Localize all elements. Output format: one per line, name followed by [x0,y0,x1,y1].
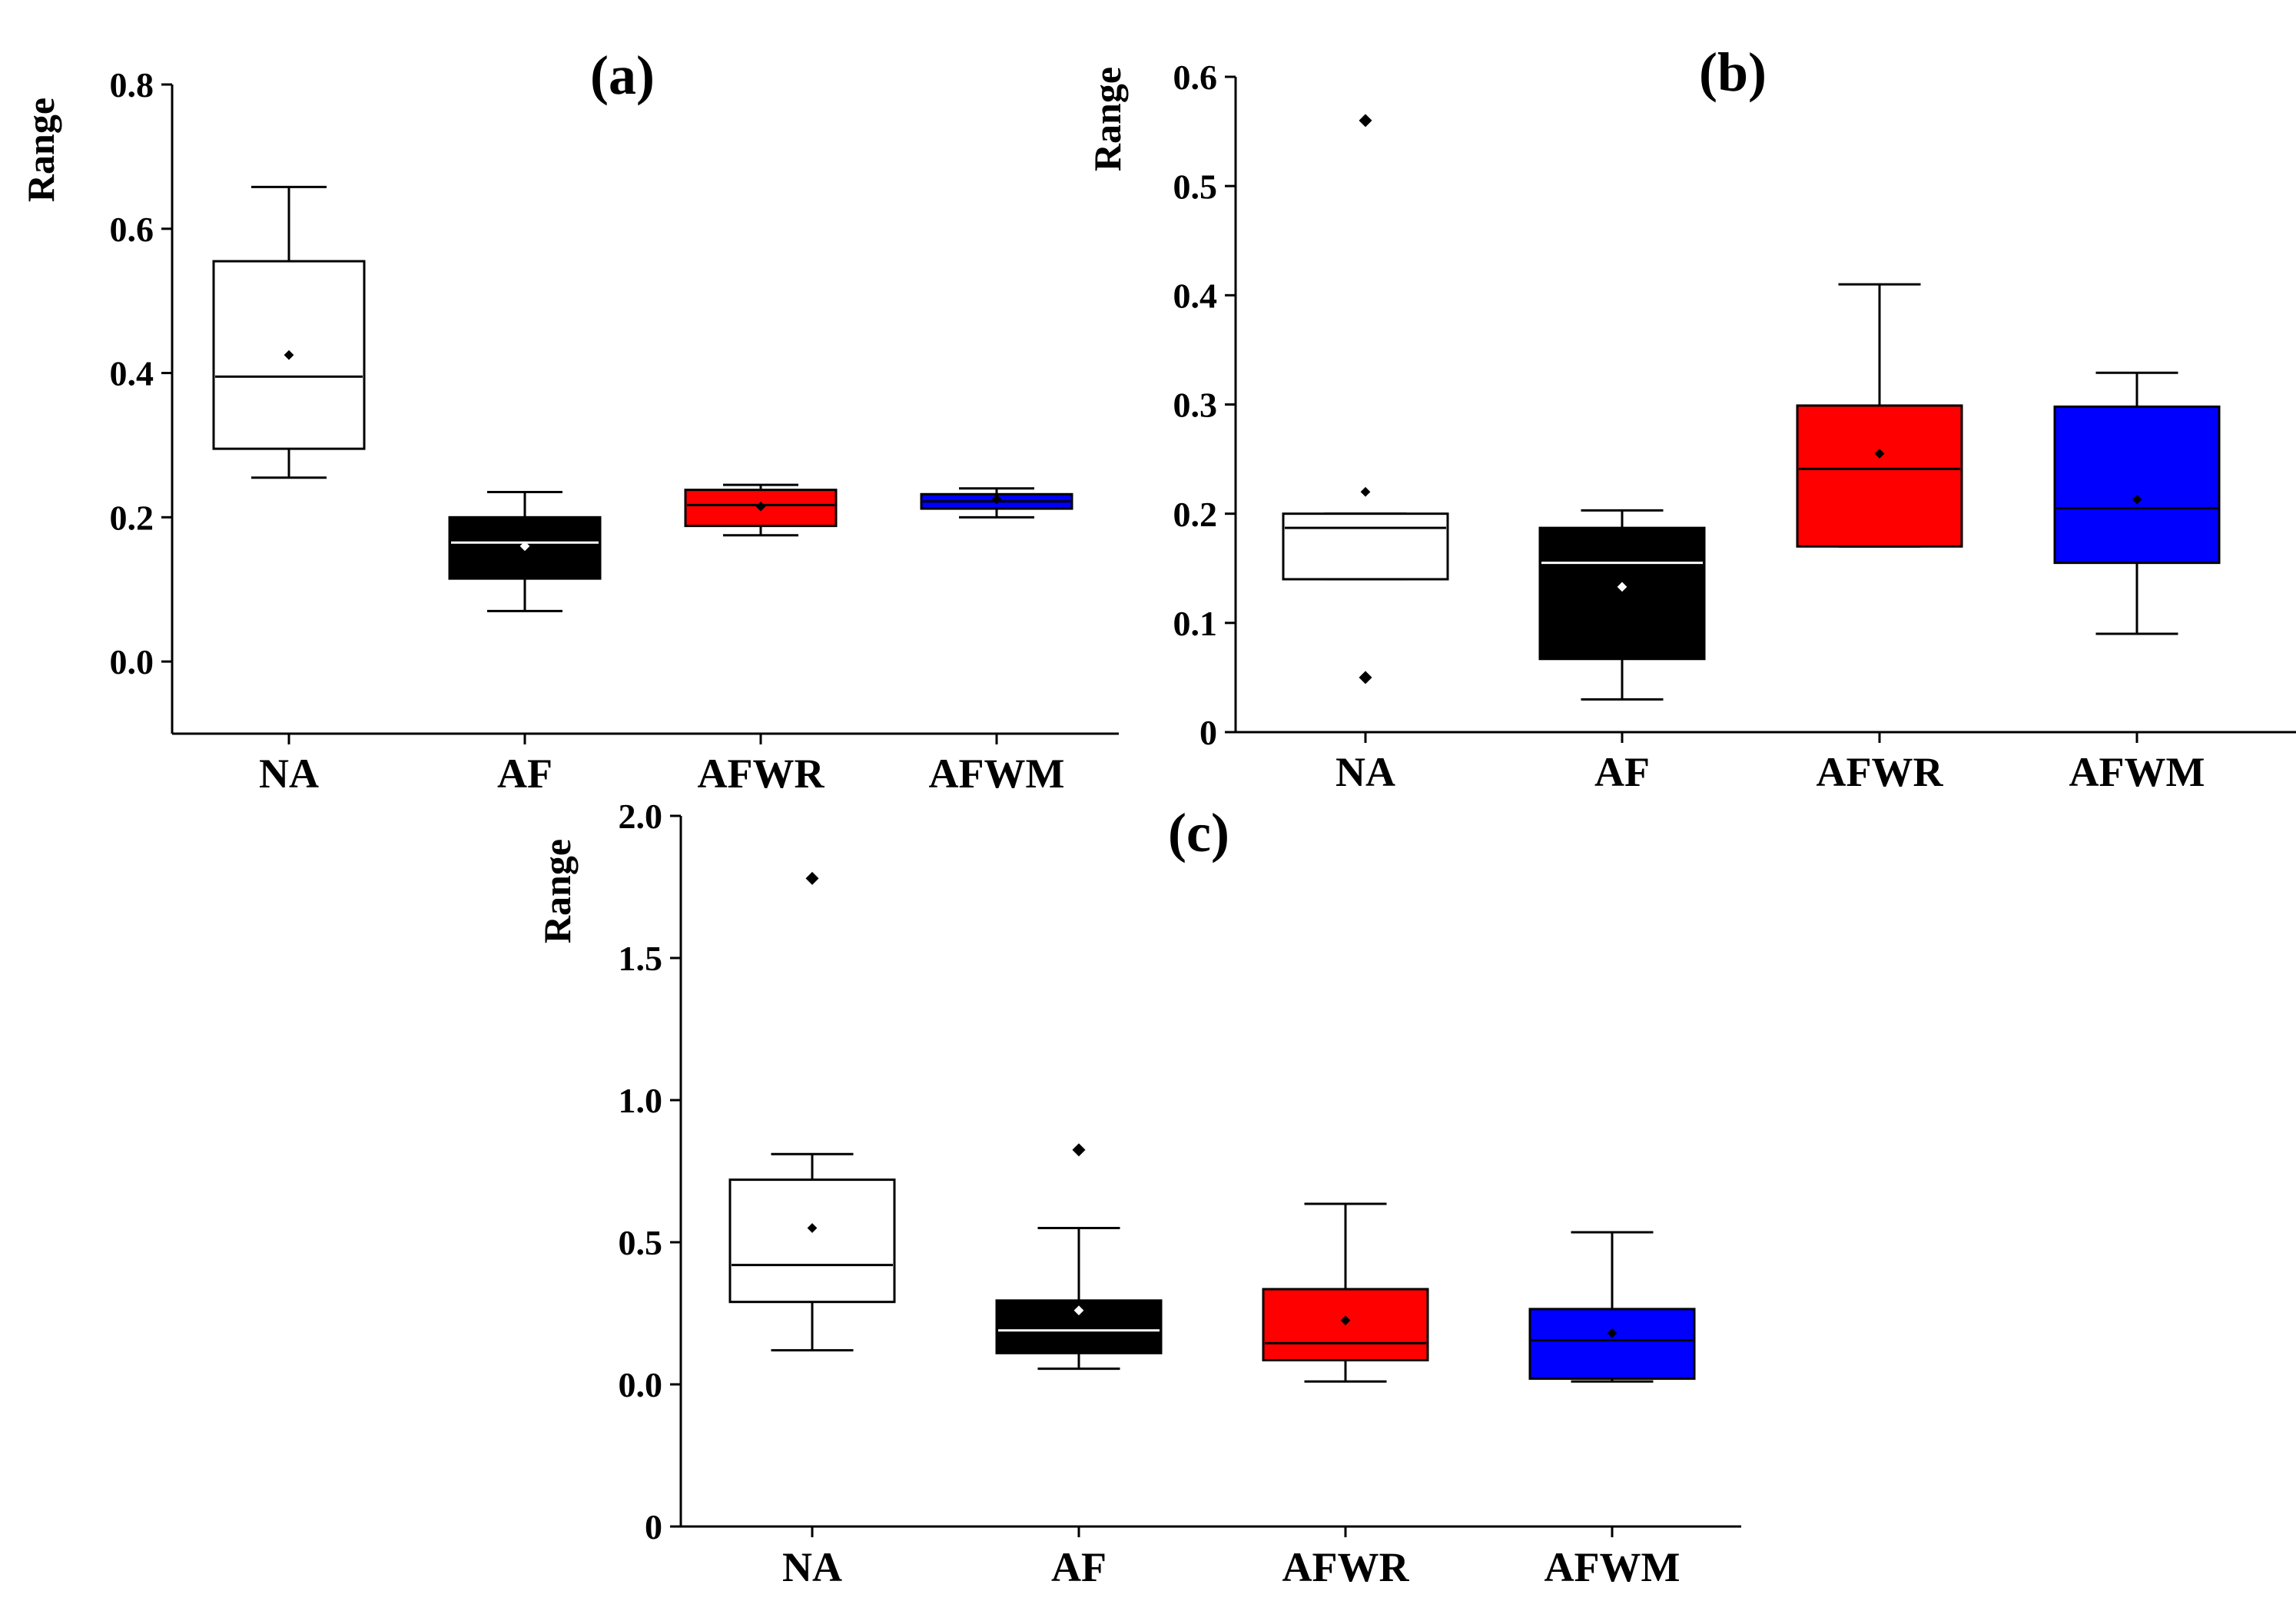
box-afwm [920,487,1073,519]
y-tick-label: 2.0 [619,797,663,836]
x-tick-label: NA [1335,749,1395,795]
box-body [2053,405,2221,565]
x-tick-label: AF [497,751,552,797]
mean-marker [1340,1315,1351,1326]
y-tick-label: 0.0 [110,642,154,681]
panel-title: (b) [1699,41,1767,103]
box-na [728,871,896,1352]
y-tick-label: 0.0 [619,1365,663,1404]
y-tick-label: 0.4 [1173,276,1218,315]
x-tick-label: AFWM [929,751,1065,797]
y-tick-label: 0.6 [110,210,154,249]
box-afwr [1262,1202,1429,1383]
outlier-marker [1072,1143,1086,1157]
y-tick-label: 0.4 [110,354,154,393]
y-tick-label: 0.5 [1173,167,1218,206]
mean-marker [1607,1328,1617,1338]
box-af [448,490,602,612]
box-af [1538,509,1706,701]
x-tick-label: AF [1051,1544,1107,1590]
box-afwm [2053,371,2221,635]
outlier-marker [1359,114,1372,128]
y-tick-label: 0.3 [1173,386,1218,425]
y-tick-label: 1.5 [619,939,663,978]
panel-title: (c) [1168,802,1229,864]
y-tick-label: 1.0 [619,1081,663,1120]
y-tick-label: 0.6 [1173,58,1218,97]
y-tick-label: 0 [1199,713,1217,752]
y-tick-label: 0.8 [110,65,154,104]
y-tick-label: 0.2 [110,498,154,537]
outlier-marker [805,871,819,885]
y-axis-label: Range [19,98,62,202]
box-body [1528,1308,1696,1381]
mean-marker [2132,494,2142,505]
box-body [1282,512,1449,581]
x-tick-label: NA [782,1544,842,1590]
mean-marker [1360,486,1371,497]
x-tick-label: NA [259,751,319,797]
panel-a: 0.0 0.2 0.4 0.6 0.8 NA AF AFWR AFWM (a) Range [19,45,1119,797]
box-na [212,185,366,479]
box-afwr [1796,283,1963,548]
y-tick-label: 0 [645,1507,662,1546]
box-afwm [1528,1231,1696,1383]
mean-marker [1617,582,1627,592]
box-body [1796,404,1963,548]
y-tick-label: 0.2 [1173,495,1218,534]
mean-marker [807,1223,818,1233]
box-na [1282,114,1449,685]
box-body [1538,526,1706,661]
y-axis-label: Range [536,839,579,943]
x-tick-label: AFWM [2069,749,2205,795]
panel-title: (a) [590,45,655,106]
y-tick-label: 0.1 [1173,604,1218,643]
y-tick-label: 0.5 [619,1223,663,1262]
x-tick-label: AFWR [1282,1544,1410,1590]
mean-marker [1073,1305,1084,1316]
x-tick-label: AFWR [1817,749,1944,795]
mean-marker [1874,449,1885,459]
panel-c: 0 0.0 0.5 1.0 1.5 2.0 NA AF AFWR AFWM (c) Range [536,797,1741,1590]
box-afwr [684,483,838,537]
panel-b: 0 0.1 0.2 0.3 0.4 0.5 0.6 NA AF AFWR AFWM (b) Range [1086,41,2296,795]
box-af [995,1143,1163,1371]
outlier-marker [1359,671,1372,685]
x-tick-label: AF [1594,749,1650,795]
box-body [728,1178,896,1304]
x-tick-label: AFWM [1544,1544,1681,1590]
x-tick-label: AFWR [698,751,825,797]
box-body [684,489,838,528]
mean-marker [284,350,294,360]
y-axis-label: Range [1086,67,1129,171]
